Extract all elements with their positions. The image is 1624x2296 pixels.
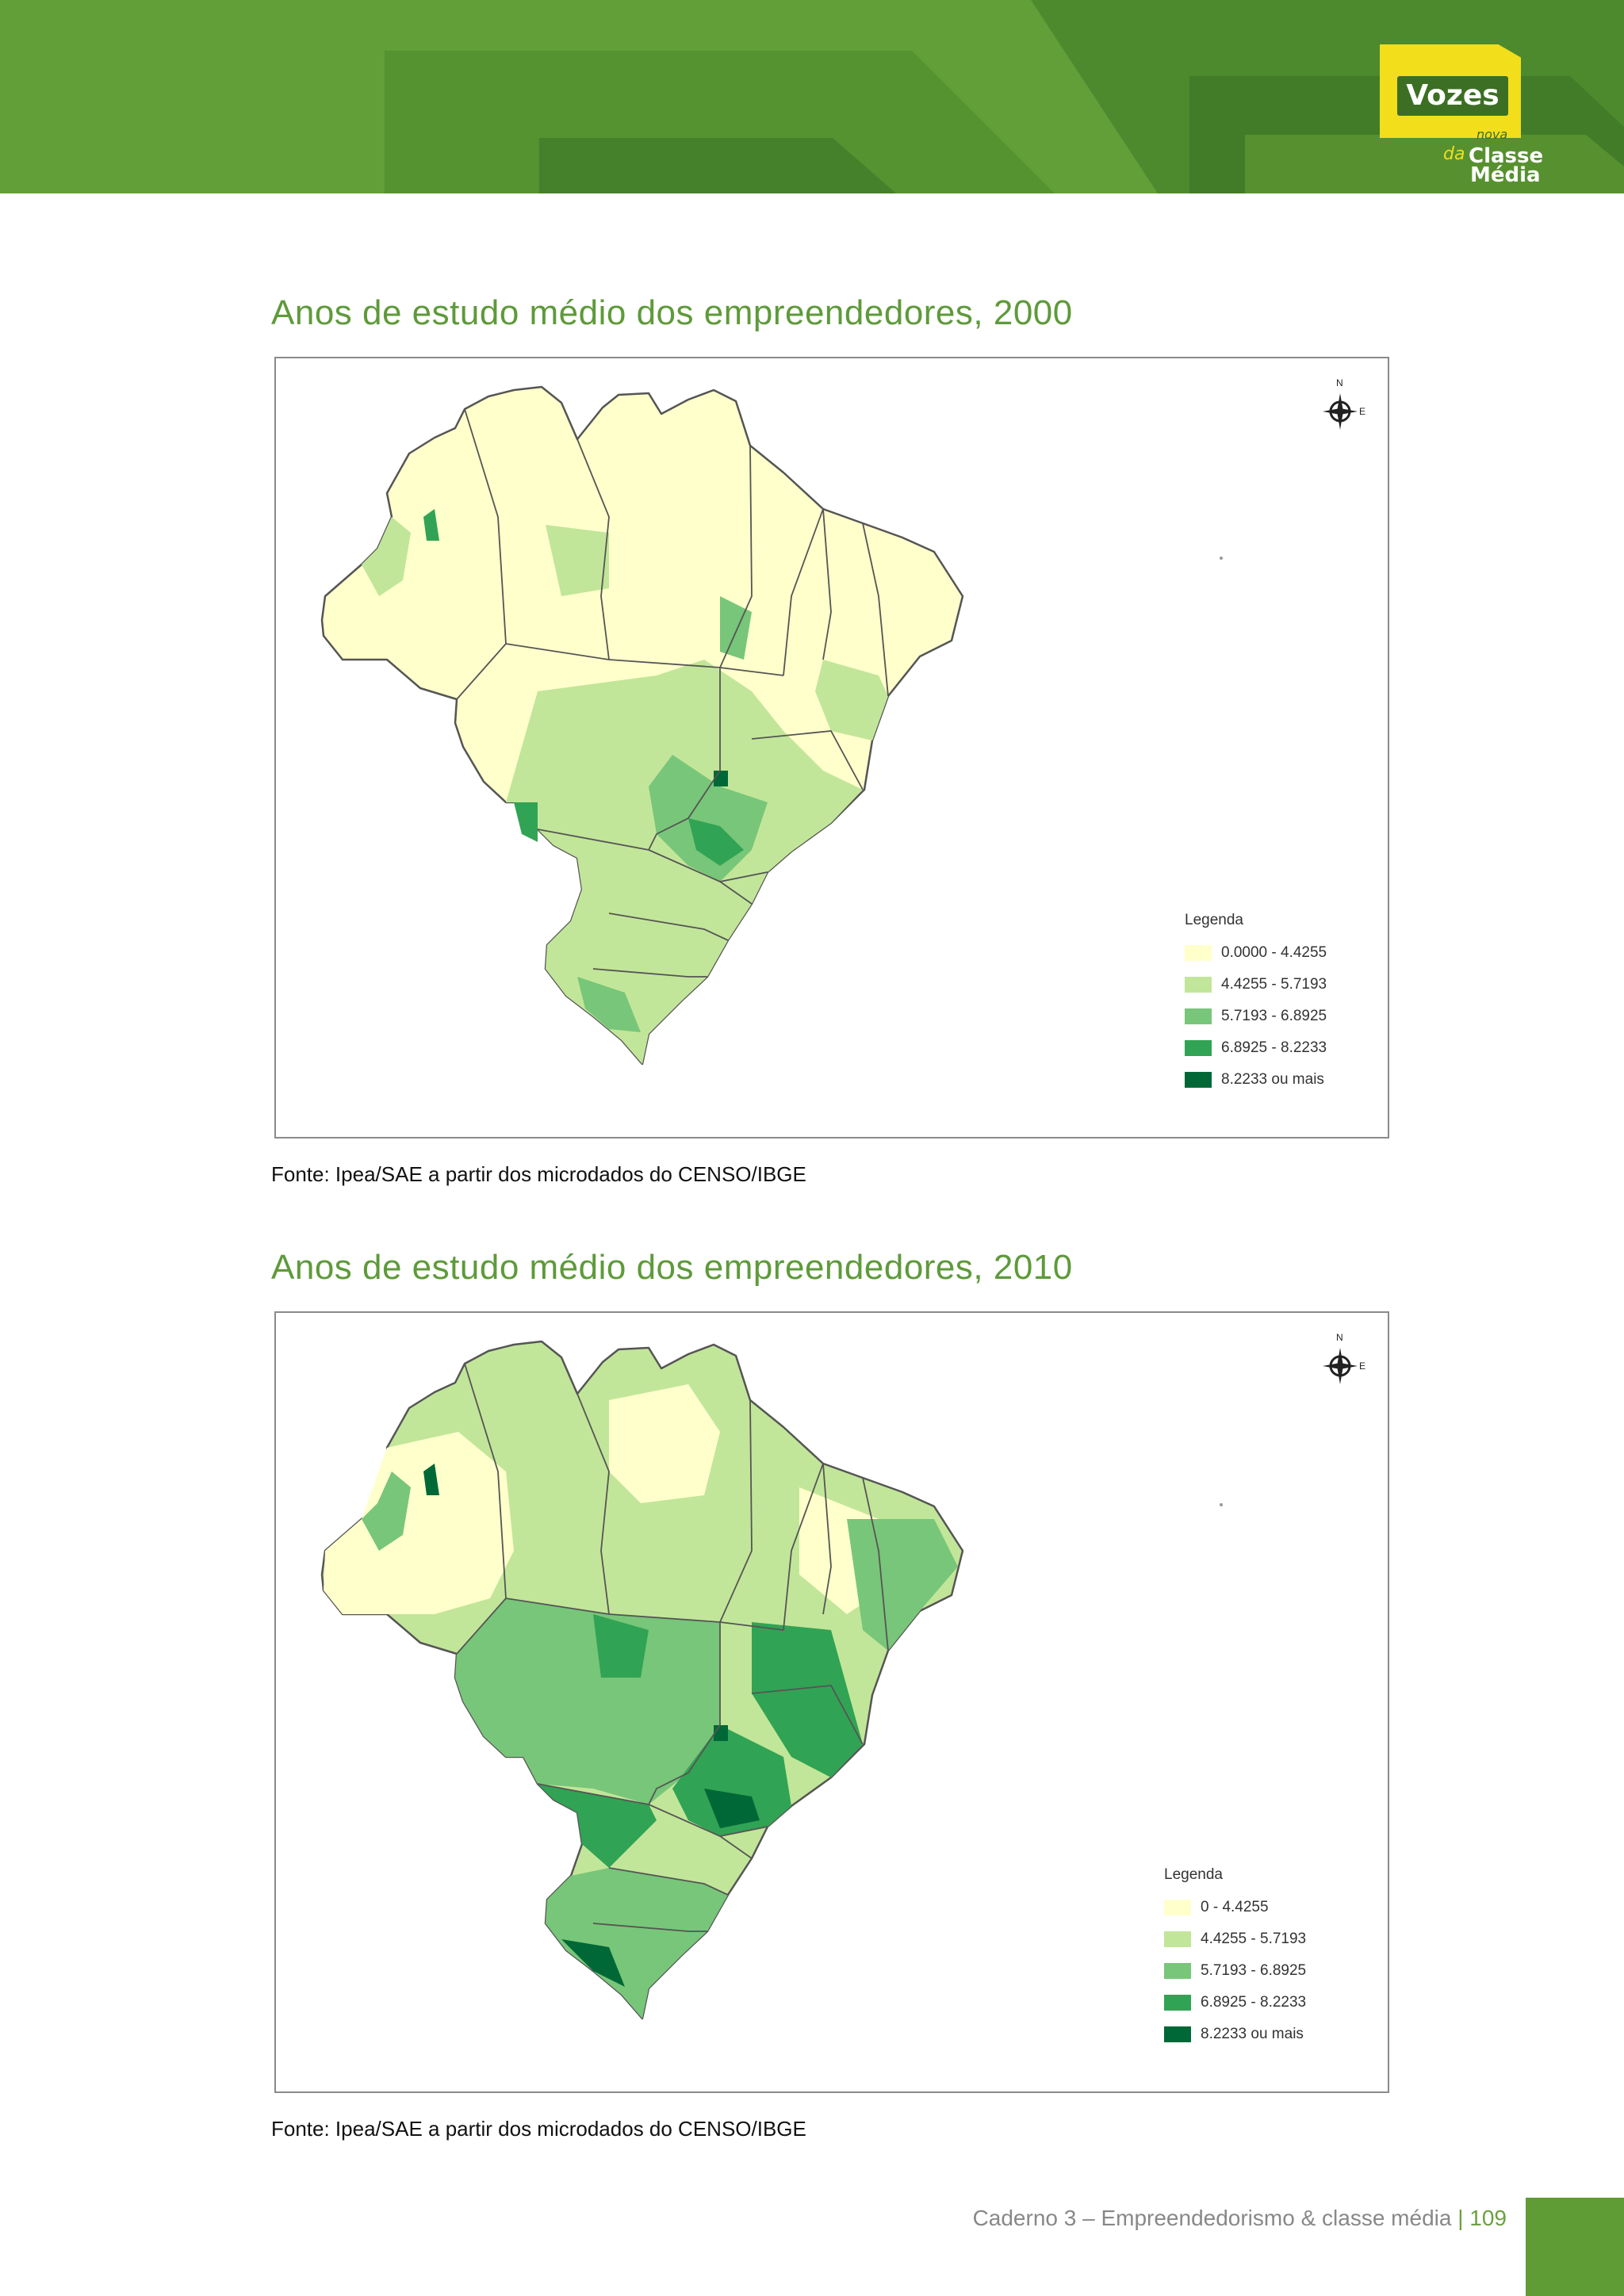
page-number: 109 [1469, 2206, 1507, 2230]
legend-label: 8.2233 ou mais [1201, 2026, 1304, 2042]
legend-label: 6.8925 - 8.2233 [1221, 1039, 1327, 1056]
logo-nova: nova [1477, 127, 1508, 142]
legend-item: 4.4255 - 5.7193 [1164, 1923, 1306, 1955]
header-banner: Vozes nova da Classe Média [0, 0, 1624, 193]
logo: Vozes nova da Classe Média [1380, 44, 1543, 187]
map-source-2000: Fonte: Ipea/SAE a partir dos microdados … [271, 1162, 806, 1186]
compass-rose-icon [1323, 1348, 1358, 1384]
legend-item: 6.8925 - 8.2233 [1164, 1987, 1306, 2019]
footer-separator: | [1457, 2206, 1464, 2230]
logo-line2: Média [1470, 163, 1541, 187]
greener-regions [362, 509, 888, 1064]
logo-da: da [1443, 144, 1465, 164]
legend-title: Legenda [1185, 912, 1243, 928]
legend-swatch [1185, 1040, 1212, 1056]
legend-label: 0.0000 - 4.4255 [1221, 944, 1327, 961]
legend-label: 4.4255 - 5.7193 [1221, 976, 1327, 993]
compass-east: E [1359, 1360, 1366, 1372]
map-title-2000: Anos de estudo médio dos empreendedores,… [271, 293, 1073, 332]
footer-block [1526, 2198, 1624, 2296]
map-frame-2010: N E Legenda 0 - 4.4255 4.4255 - 5.7193 5… [274, 1311, 1389, 2093]
legend-item: 4.4255 - 5.7193 [1185, 969, 1327, 1001]
legend-swatch [1164, 1995, 1191, 2011]
legend-label: 5.7193 - 6.8925 [1221, 1008, 1327, 1024]
logo-line1: Classe [1469, 144, 1544, 168]
legend-swatch [1164, 1963, 1191, 1979]
legend-swatch [1164, 1900, 1191, 1915]
legend-label: 5.7193 - 6.8925 [1201, 1962, 1307, 1979]
map-frame-2000: N E Legenda 0.0000 - 4.4255 4.4255 - 5.7… [274, 357, 1389, 1138]
compass-east: E [1359, 406, 1366, 417]
greener-regions [324, 1384, 958, 2019]
logo-word: Vozes [1397, 76, 1508, 116]
state-borders [456, 1363, 889, 1932]
header-shapes [0, 0, 1624, 193]
legend-label: 8.2233 ou mais [1221, 1071, 1324, 1088]
state-borders [456, 408, 889, 978]
legend-item: 6.8925 - 8.2233 [1185, 1032, 1327, 1064]
legend-item: 5.7193 - 6.8925 [1164, 1955, 1306, 1987]
map-source-2010: Fonte: Ipea/SAE a partir dos microdados … [271, 2117, 806, 2141]
brazil-map-2000 [320, 385, 1223, 1066]
compass-rose-icon [1323, 393, 1358, 430]
brazil-map-2010 [320, 1340, 1223, 2020]
legend-swatch [1164, 1931, 1191, 1947]
legend-2010: Legenda 0 - 4.4255 4.4255 - 5.7193 5.719… [1164, 1866, 1306, 2050]
legend-label: 0 - 4.4255 [1201, 1899, 1269, 1915]
legend-title: Legenda [1164, 1866, 1223, 1883]
legend-swatch [1164, 2026, 1191, 2042]
legend-swatch [1185, 1008, 1212, 1024]
legend-label: 6.8925 - 8.2233 [1201, 1994, 1307, 2011]
legend-item: 8.2233 ou mais [1164, 2019, 1306, 2050]
legend-label: 4.4255 - 5.7193 [1201, 1931, 1307, 1947]
compass-north: N [1336, 377, 1343, 388]
map-title-2010: Anos de estudo médio dos empreendedores,… [271, 1248, 1073, 1287]
legend-swatch [1185, 945, 1212, 961]
legend-2000: Legenda 0.0000 - 4.4255 4.4255 - 5.7193 … [1185, 912, 1327, 1096]
legend-item: 0 - 4.4255 [1164, 1892, 1306, 1923]
legend-swatch [1185, 1072, 1212, 1088]
legend-item: 8.2233 ou mais [1185, 1064, 1327, 1096]
footer: Caderno 3 – Empreendedorismo & classe mé… [973, 2206, 1507, 2231]
legend-swatch [1185, 977, 1212, 993]
compass-north: N [1336, 1332, 1343, 1343]
footer-caption: Caderno 3 – Empreendedorismo & classe mé… [972, 2206, 1452, 2230]
legend-item: 0.0000 - 4.4255 [1185, 937, 1327, 969]
legend-item: 5.7193 - 6.8925 [1185, 1001, 1327, 1032]
